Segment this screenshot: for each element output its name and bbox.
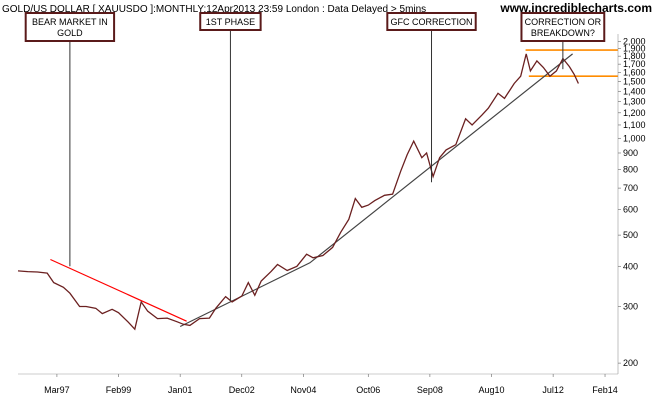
x-tick-label: Dec02 xyxy=(229,385,255,395)
brand-watermark[interactable]: www.incrediblecharts.com xyxy=(499,1,652,15)
annotation-label: GFC CORRECTION xyxy=(391,17,473,27)
trendline-2 xyxy=(179,53,573,328)
y-tick-label: 900 xyxy=(623,148,638,158)
x-tick-label: Oct06 xyxy=(356,385,380,395)
y-tick-label: 2,000 xyxy=(623,36,646,46)
x-tick-label: Jul12 xyxy=(542,385,564,395)
x-tick-label: Sep08 xyxy=(417,385,443,395)
y-tick-label: 500 xyxy=(623,230,638,240)
price-series xyxy=(17,53,579,331)
y-axis: 2,0001,9001,8001,7001,6001,5001,4001,300… xyxy=(617,34,646,374)
y-tick-label: 200 xyxy=(623,358,638,368)
x-tick-label: Jan01 xyxy=(168,385,193,395)
y-tick-label: 1,600 xyxy=(623,68,646,78)
x-tick-label: Nov04 xyxy=(290,385,316,395)
y-tick-label: 1,500 xyxy=(623,77,646,87)
x-tick-label: Mar97 xyxy=(44,385,70,395)
y-tick-label: 1,800 xyxy=(623,51,646,61)
annotation-label: BREAKDOWN? xyxy=(531,28,595,38)
annotation-label: GOLD xyxy=(57,28,83,38)
annotation-box xyxy=(199,12,262,31)
y-tick-label: 1,400 xyxy=(623,86,646,96)
trendline-1 xyxy=(50,258,187,322)
y-tick-label: 1,200 xyxy=(623,108,646,118)
annotation-label: BEAR MARKET IN xyxy=(32,17,108,27)
annotation-box xyxy=(24,12,116,42)
y-tick-label: 300 xyxy=(623,301,638,311)
y-tick-label: 700 xyxy=(623,183,638,193)
y-tick-label: 1,000 xyxy=(623,133,646,143)
x-axis: Mar97 Feb99 Jan01 Dec02 Nov04 Oct06 Sep08 Aug10… xyxy=(18,373,618,395)
price-line xyxy=(17,53,579,331)
y-tick-label: 1,300 xyxy=(623,97,646,107)
x-tick-label: Aug10 xyxy=(478,385,504,395)
y-tick-label: 1,900 xyxy=(623,44,646,54)
chart-title: GOLD/US DOLLAR [ XAUUSDO ]:MONTHLY:12Apr… xyxy=(2,4,426,15)
x-tick-label: Feb14 xyxy=(592,385,618,395)
annotation-box xyxy=(520,12,606,42)
annotation-label: CORRECTION OR xyxy=(525,17,602,27)
y-tick-label: 600 xyxy=(623,205,638,215)
y-tick-label: 400 xyxy=(623,261,638,271)
trendlines xyxy=(50,53,573,328)
x-tick-label: Feb99 xyxy=(106,385,132,395)
annotation-label: 1ST PHASE xyxy=(206,17,255,27)
y-tick-label: 800 xyxy=(623,164,638,174)
y-tick-label: 1,100 xyxy=(623,120,646,130)
annotation-box xyxy=(386,12,477,31)
y-tick-label: 1,700 xyxy=(623,59,646,69)
